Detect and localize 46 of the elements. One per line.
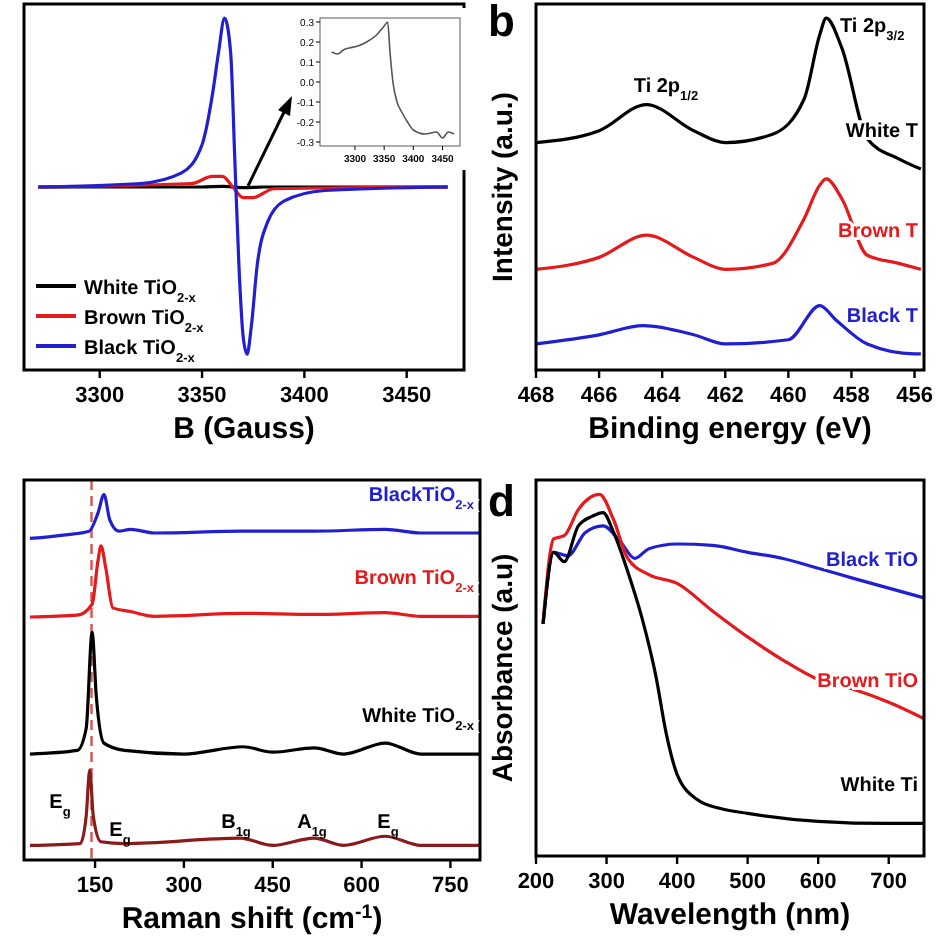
- legend-label: White TiO$_{2-x}$: [84, 278, 197, 305]
- series-label: Black T: [846, 305, 918, 328]
- series-label: Brown TiO$_{2-x}$: [354, 568, 475, 596]
- series-label: White Ti: [840, 775, 919, 798]
- x-tick-label: 600: [343, 874, 380, 898]
- x-tick-label: 3400: [279, 384, 329, 408]
- series-label: White TiO$_{2-x}$: [362, 706, 475, 734]
- x-tick-label: 450: [254, 874, 292, 898]
- annotation: E$_{g}$: [49, 792, 71, 819]
- text: b: [488, 0, 515, 46]
- x-tick-label: 468: [517, 384, 555, 408]
- x-tick-label: 300: [588, 870, 625, 894]
- x-tick-label: 3350: [177, 384, 227, 408]
- series-label: Black TiO: [826, 549, 919, 572]
- x-tick-label: 600: [799, 870, 837, 894]
- x-tick-label: 460: [770, 384, 807, 408]
- legend-label: Brown TiO$_{2-x}$: [84, 308, 205, 335]
- annotation: Ti 2p$_{1/2}$: [633, 76, 699, 103]
- x-tick-label: 400: [658, 870, 696, 894]
- x-tick-label: 3450: [382, 384, 432, 408]
- line-series: [330, 21, 455, 139]
- x-tick-label: 462: [706, 384, 744, 408]
- annotation: Ti 2p$_{3/2}$: [840, 16, 906, 43]
- x-tick-label: 458: [833, 384, 870, 408]
- x-axis-title: Binding energy (eV): [588, 412, 872, 446]
- series-label: BlackTiO$_{2-x}$: [368, 484, 475, 512]
- x-tick-label: 3300: [75, 384, 125, 408]
- x-tick-label: 466: [580, 384, 618, 408]
- x-tick-label: 300: [165, 874, 203, 898]
- x-tick-label: 464: [643, 384, 683, 408]
- y-axis-title: Intensity (a.u.): [486, 92, 518, 282]
- text: d: [488, 476, 515, 526]
- x-axis-title: B (Gauss): [173, 412, 315, 446]
- annotation: B$_{1g}$: [221, 812, 251, 839]
- x-tick-label: 200: [517, 870, 555, 894]
- y-axis-title: Absorbance (a.u): [486, 553, 518, 783]
- x-axis-title: Wavelength (nm): [609, 898, 851, 932]
- x-tick-label: 150: [76, 874, 114, 898]
- x-tick-label: 456: [896, 384, 933, 408]
- x-tick-label: 700: [870, 870, 908, 894]
- legend-label: Black TiO$_{2-x}$: [84, 338, 196, 365]
- x-tick-label: 500: [729, 870, 766, 894]
- x-axis-title: Raman shift (cm$^{-1}$): [121, 901, 383, 936]
- annotation: A$_{1g}$: [297, 812, 327, 839]
- annotation: E$_{g}$: [377, 812, 399, 839]
- x-tick-label: 750: [432, 874, 469, 898]
